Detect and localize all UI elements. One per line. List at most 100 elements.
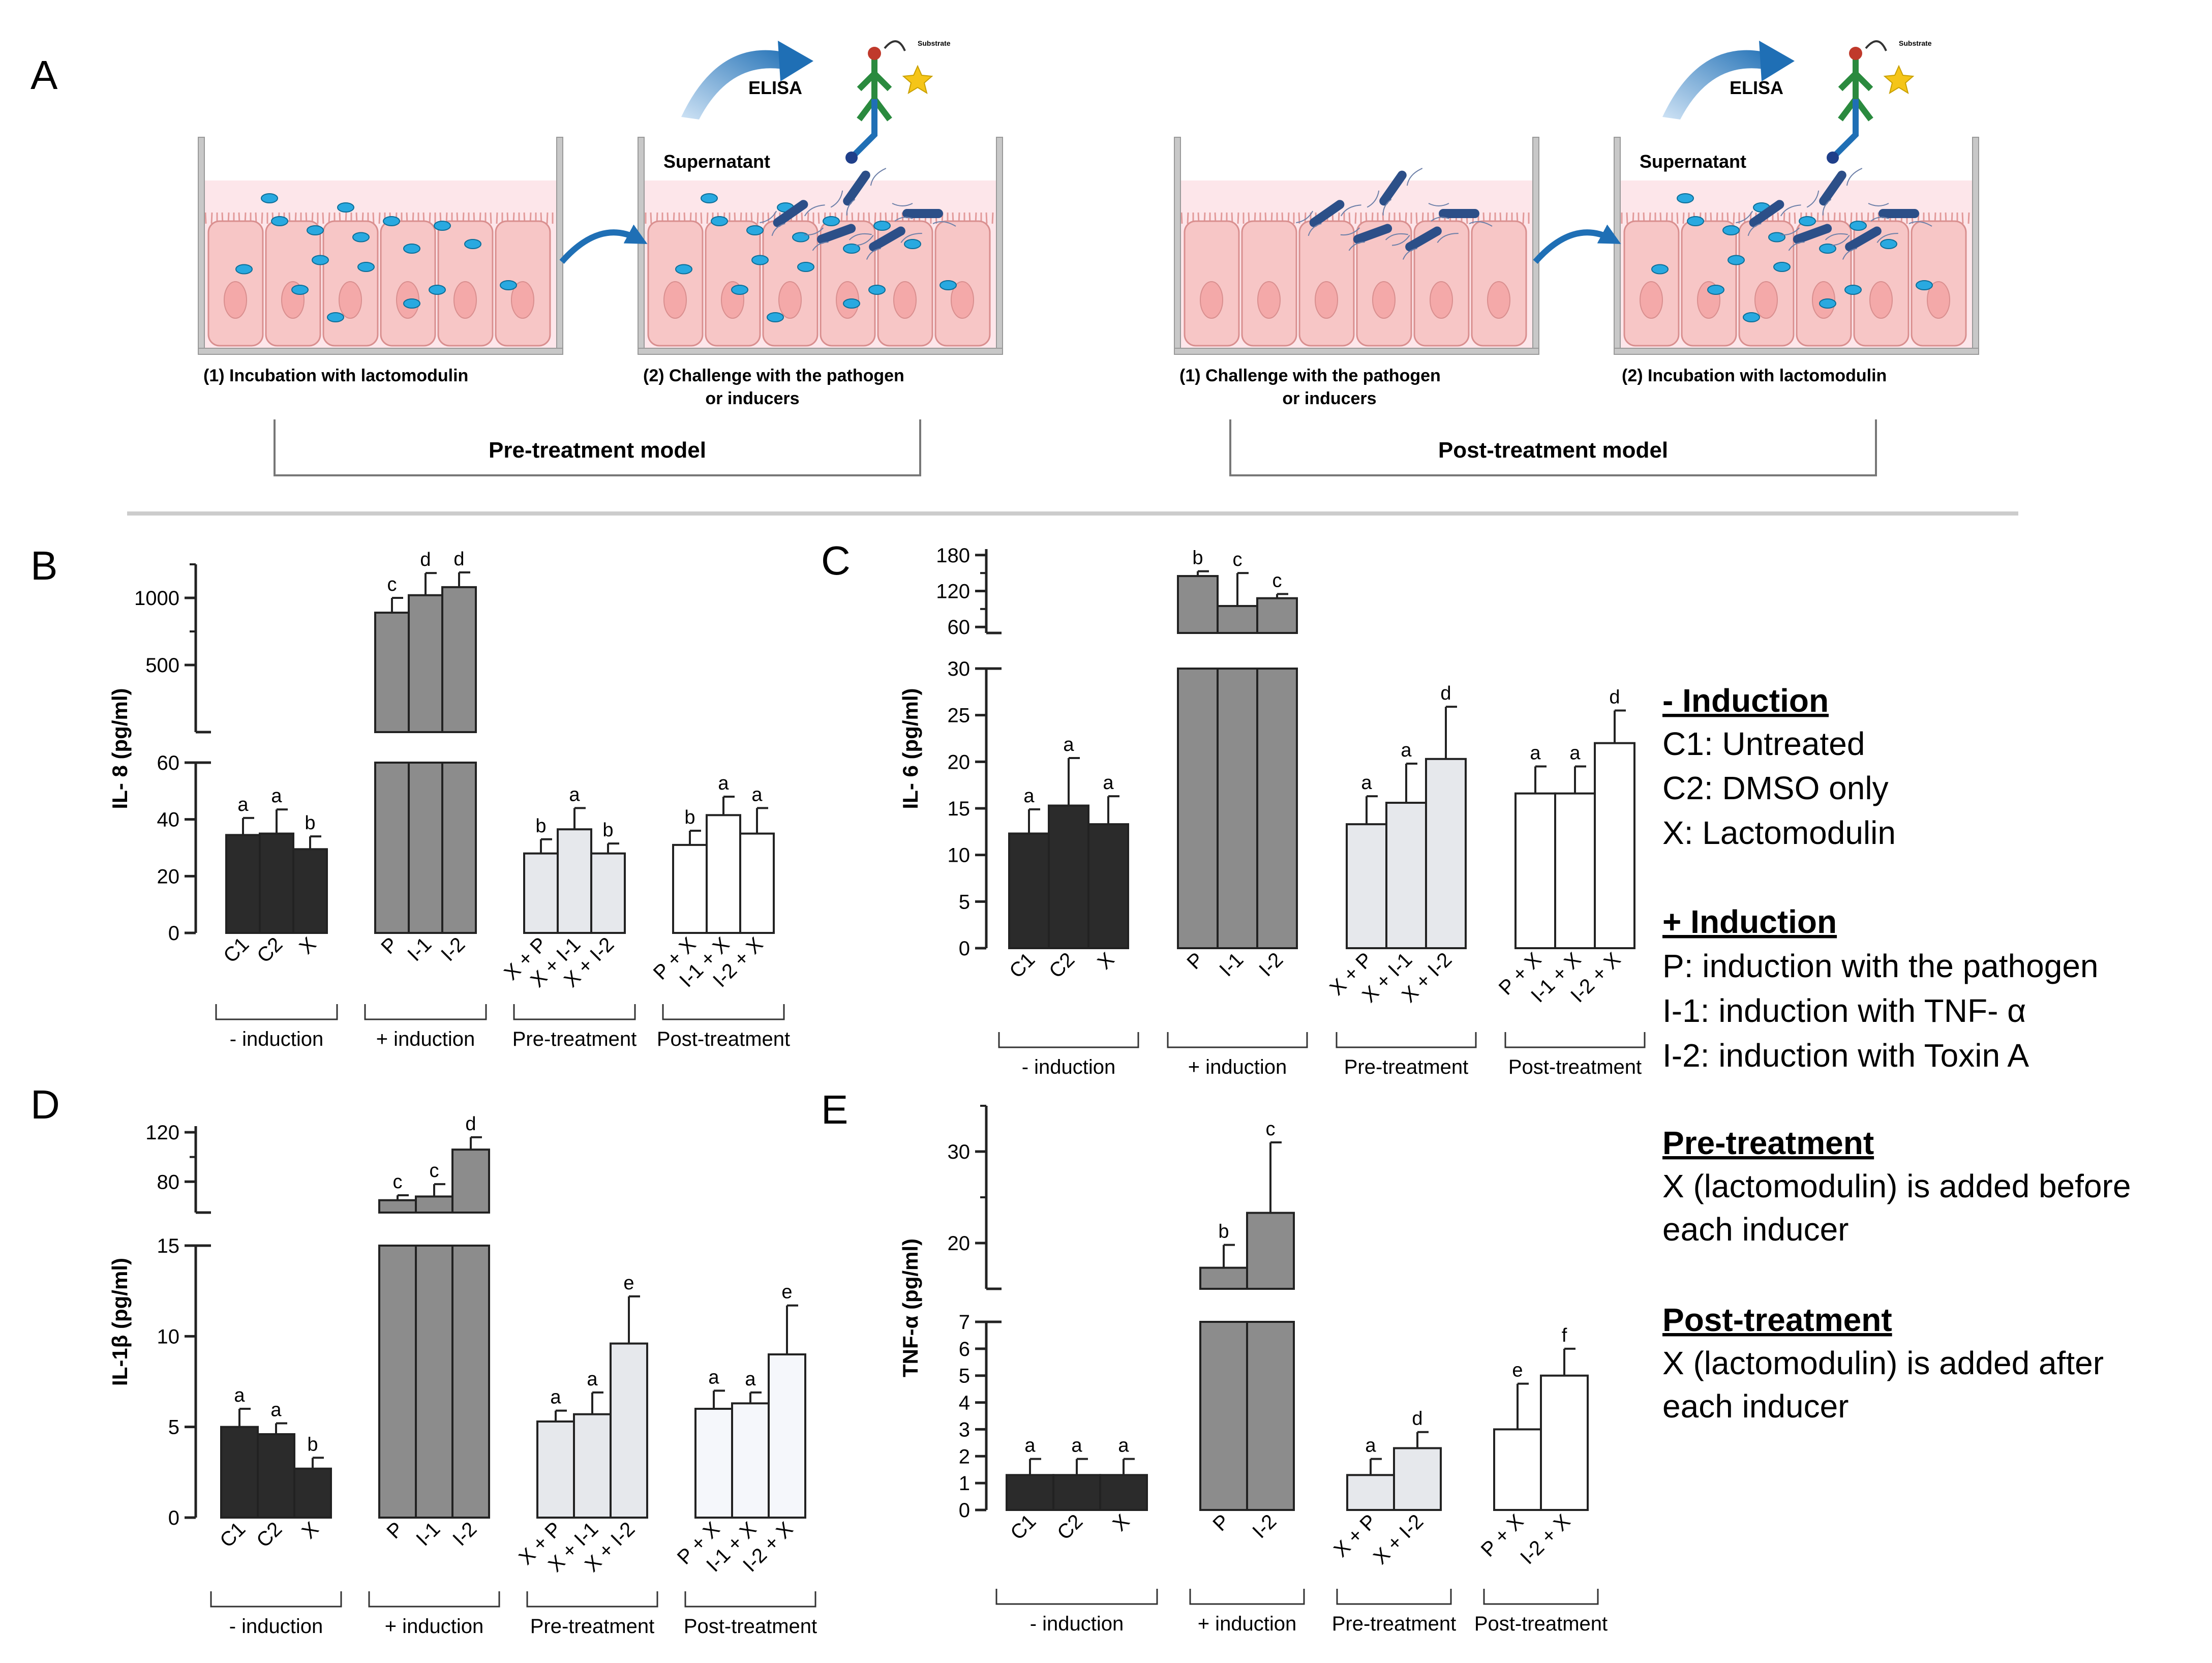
group-bracket	[995, 1589, 1158, 1605]
pre-step2-label-line2: or inducers	[705, 389, 799, 408]
pre-step1-label: (1) Incubation with lactomodulin	[203, 366, 468, 385]
significance-letter: a	[745, 1369, 756, 1390]
bar	[1052, 1474, 1101, 1511]
y-tick-label: 20	[948, 751, 971, 773]
bar	[672, 843, 708, 934]
y-tick-label: 0	[959, 938, 970, 960]
elisa-arrow-icon-post	[1662, 50, 1779, 119]
group-bracket	[1336, 1032, 1477, 1048]
x-tick-label: X	[1108, 1510, 1134, 1535]
elisa-arrowhead-icon	[778, 41, 813, 81]
cell-nucleus	[663, 281, 687, 319]
bar	[1199, 1266, 1248, 1290]
significance-letter: a	[1071, 1435, 1082, 1457]
x-tick-label: X	[1093, 948, 1118, 974]
y-tick-label: 6	[959, 1338, 970, 1360]
supernatant-label-post: Supernatant	[1640, 151, 1746, 172]
bar	[1177, 575, 1219, 634]
lactomodulin-molecule	[701, 193, 718, 203]
chart-panel-e-tnfa: 0 1 2 3 4 5 6 7 20 30 TNF-α (pg/ml) a C1 a C2 a X - induc…	[898, 1105, 1608, 1635]
group-label: Pre-treatment	[1332, 1613, 1457, 1635]
y-tick-label: 30	[948, 1141, 971, 1163]
y-tick-label: 5	[168, 1416, 179, 1439]
y-tick-label: 120	[936, 581, 970, 603]
cell-nucleus	[951, 281, 974, 319]
post-model-label: Post-treatment model	[1438, 438, 1668, 463]
lactomodulin-molecule	[1677, 193, 1694, 203]
bar	[1514, 792, 1556, 949]
lactomodulin-molecule	[1850, 221, 1867, 231]
x-tick-label: I-1	[403, 933, 436, 965]
pre-model-label: Pre-treatment model	[489, 438, 706, 463]
legend-post-line1: X (lactomodulin) is added after	[1662, 1345, 2104, 1381]
x-tick-label: P	[377, 933, 402, 958]
bar	[1006, 1474, 1054, 1511]
x-tick-label: C1	[1005, 948, 1039, 982]
lactomodulin-molecule	[1880, 239, 1897, 249]
bar	[1594, 742, 1635, 949]
pathogen-bacterium	[773, 200, 808, 227]
group-label: Post-treatment	[657, 1028, 790, 1050]
y-tick-label: 15	[157, 1235, 180, 1257]
x-tick-label: X	[297, 1518, 323, 1543]
bar	[378, 1199, 417, 1214]
lactomodulin-molecule	[337, 202, 354, 213]
bar	[1540, 1374, 1589, 1511]
lactomodulin-molecule	[235, 264, 253, 275]
y-tick-label: 2	[959, 1445, 970, 1468]
group-bracket	[1483, 1589, 1599, 1605]
group-bracket	[513, 1004, 636, 1020]
x-tick-label: P	[382, 1518, 408, 1543]
bar-lower-segment	[1217, 668, 1258, 949]
cell-nucleus	[1640, 281, 1663, 319]
bar	[1493, 1428, 1542, 1511]
y-tick-label: 4	[959, 1392, 970, 1414]
x-tick-label: C2	[253, 933, 287, 967]
substrate-label: Substrate	[918, 39, 951, 47]
bar	[408, 594, 443, 733]
cell-nucleus	[778, 281, 802, 319]
well-pre-challenge	[638, 137, 1003, 355]
significance-letter: e	[781, 1282, 792, 1303]
lactomodulin-molecule	[746, 225, 764, 235]
y-tick-label: 3	[959, 1418, 970, 1441]
bar	[1393, 1447, 1442, 1511]
significance-letter: c	[1266, 1118, 1276, 1140]
panel-a-schematic: A ELISA Substrate ELISA S	[31, 39, 1979, 476]
bar	[1008, 832, 1050, 949]
significance-letter: a	[1365, 1435, 1376, 1457]
well-wall-left	[198, 137, 205, 354]
group-label: - induction	[229, 1615, 323, 1638]
bar	[590, 852, 626, 934]
significance-letter: d	[453, 549, 464, 570]
bar	[768, 1353, 806, 1519]
cell-nucleus	[1372, 281, 1396, 319]
significance-letter: a	[1401, 740, 1412, 761]
chart-panel-b-il8: 0 20 40 60 500 1000 IL- 8 (pg/ml) a C1 a C2 b X - ind…	[108, 549, 790, 1050]
significance-letter: d	[1440, 683, 1451, 704]
lactomodulin-molecule	[261, 193, 278, 203]
cell-nucleus	[224, 281, 247, 319]
lactomodulin-molecule	[1651, 264, 1669, 275]
panel-label-b: B	[31, 543, 57, 588]
panel-label-e: E	[821, 1087, 848, 1132]
post-step2-label: (2) Incubation with lactomodulin	[1622, 366, 1887, 385]
significance-letter: a	[569, 784, 580, 805]
y-tick-label: 10	[948, 844, 971, 867]
lactomodulin-molecule	[1799, 216, 1816, 226]
y-tick-label: 180	[936, 545, 970, 567]
significance-letter: a	[1118, 1435, 1129, 1457]
pathogen-flagella	[1780, 227, 1848, 251]
pathogen-flagella	[1736, 204, 1801, 236]
pathogen-bacterium	[1819, 170, 1846, 206]
well-base	[1174, 348, 1539, 355]
y-tick-label: 1	[959, 1472, 970, 1495]
bar-lower-segment	[1246, 1321, 1295, 1511]
significance-letter: b	[684, 807, 695, 828]
lactomodulin-molecule	[327, 312, 344, 322]
pre-step2-label-line1: (2) Challenge with the pathogen	[643, 366, 904, 385]
lactomodulin-molecule	[1728, 255, 1745, 265]
pathogen-flagella	[1340, 227, 1408, 251]
pathogen-flagella	[892, 203, 956, 227]
lactomodulin-molecule	[1773, 262, 1791, 272]
